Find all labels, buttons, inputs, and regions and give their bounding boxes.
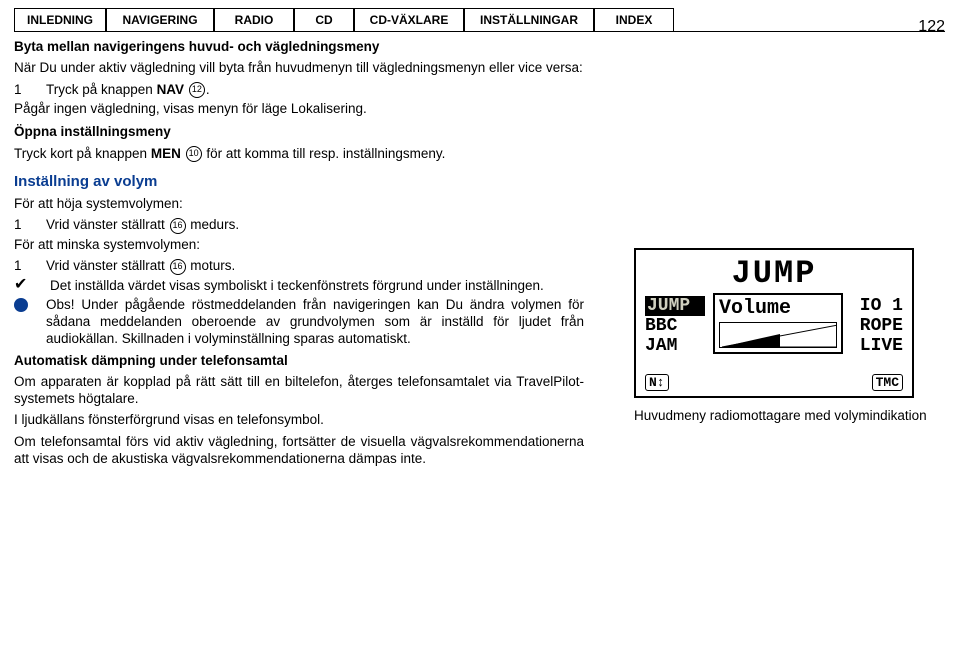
lcd-cell: IO 1 bbox=[833, 296, 903, 316]
volume-label: Volume bbox=[719, 297, 837, 320]
lcd-figure: JUMP JUMP IO 1 BBC ROPE JAM LIVE Volume bbox=[634, 248, 945, 398]
tab-cd[interactable]: CD bbox=[294, 8, 354, 31]
step-text: Tryck på knappen NAV 12. bbox=[46, 81, 584, 98]
main-text: Byta mellan navigeringens huvud- och väg… bbox=[14, 38, 584, 471]
para: Pågår ingen vägledning, visas menyn för … bbox=[14, 100, 584, 117]
para: Tryck kort på knappen MEN 10 för att kom… bbox=[14, 145, 584, 162]
tab-bar: INLEDNING NAVIGERING RADIO CD CD-VÄXLARE… bbox=[14, 8, 945, 32]
lcd-cell: ROPE bbox=[833, 316, 903, 336]
heading-volym: Inställning av volym bbox=[14, 172, 584, 191]
note-icon bbox=[14, 298, 28, 312]
para: Om telefonsamtal förs vid aktiv vägledni… bbox=[14, 433, 584, 468]
check-text: Det inställda värdet visas symboliskt i … bbox=[50, 277, 584, 294]
lcd-cell: JAM bbox=[645, 336, 705, 356]
lcd-symbol-left: N↕ bbox=[645, 374, 669, 391]
step-number: 1 bbox=[14, 257, 28, 274]
step-number: 1 bbox=[14, 216, 28, 233]
figure-caption: Huvudmeny radiomottagare med volymindika… bbox=[634, 408, 945, 423]
heading-byta: Byta mellan navigeringens huvud- och väg… bbox=[14, 38, 584, 55]
tab-cdvaxlare[interactable]: CD-VÄXLARE bbox=[354, 8, 464, 31]
volume-popup: Volume bbox=[713, 293, 843, 354]
key-ref-10: 10 bbox=[186, 146, 202, 162]
tab-radio[interactable]: RADIO bbox=[214, 8, 294, 31]
note-text: Obs! Under pågående röstmeddelanden från… bbox=[46, 296, 584, 348]
lcd-cell: LIVE bbox=[833, 336, 903, 356]
tab-inledning[interactable]: INLEDNING bbox=[14, 8, 106, 31]
para: Om apparaten är kopplad på rätt sätt til… bbox=[14, 373, 584, 408]
lcd-title: JUMP bbox=[639, 253, 909, 296]
step-number: 1 bbox=[14, 81, 28, 98]
step-text: Vrid vänster ställratt 16 medurs. bbox=[46, 216, 584, 233]
key-ref-12: 12 bbox=[189, 82, 205, 98]
tab-index[interactable]: INDEX bbox=[594, 8, 674, 31]
para: I ljudkällans fönsterförgrund visas en t… bbox=[14, 411, 584, 428]
tab-installningar[interactable]: INSTÄLLNINGAR bbox=[464, 8, 594, 31]
lcd-cell: BBC bbox=[645, 316, 705, 336]
step-text: Vrid vänster ställratt 16 moturs. bbox=[46, 257, 584, 274]
volume-bar bbox=[719, 322, 837, 348]
para: För att minska systemvolymen: bbox=[14, 236, 584, 253]
para: För att höja systemvolymen: bbox=[14, 195, 584, 212]
lcd-symbol-right: TMC bbox=[872, 374, 903, 391]
lcd-cell: JUMP bbox=[645, 296, 705, 316]
key-ref-16: 16 bbox=[170, 218, 186, 234]
check-icon: ✔ bbox=[14, 277, 32, 294]
para: När Du under aktiv vägledning vill byta … bbox=[14, 59, 584, 76]
heading-telefon: Automatisk dämpning under telefonsamtal bbox=[14, 352, 584, 369]
page-number: 122 bbox=[918, 18, 945, 36]
heading-oppna: Öppna inställningsmeny bbox=[14, 123, 584, 140]
key-ref-16: 16 bbox=[170, 259, 186, 275]
tab-navigering[interactable]: NAVIGERING bbox=[106, 8, 214, 31]
